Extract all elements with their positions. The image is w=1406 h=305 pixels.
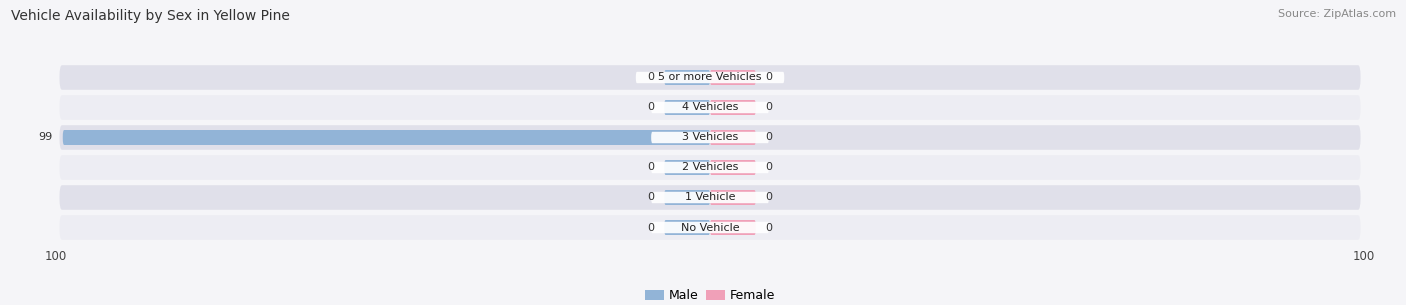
Text: Vehicle Availability by Sex in Yellow Pine: Vehicle Availability by Sex in Yellow Pi… bbox=[11, 9, 290, 23]
Text: 0: 0 bbox=[647, 163, 654, 173]
Text: 0: 0 bbox=[766, 223, 773, 232]
FancyBboxPatch shape bbox=[664, 160, 710, 175]
Text: 0: 0 bbox=[766, 73, 773, 82]
FancyBboxPatch shape bbox=[59, 155, 1361, 180]
FancyBboxPatch shape bbox=[710, 130, 756, 145]
Text: 0: 0 bbox=[647, 73, 654, 82]
FancyBboxPatch shape bbox=[636, 72, 785, 83]
Text: 0: 0 bbox=[766, 132, 773, 142]
FancyBboxPatch shape bbox=[664, 100, 710, 115]
Text: 0: 0 bbox=[766, 192, 773, 203]
Text: 0: 0 bbox=[766, 163, 773, 173]
FancyBboxPatch shape bbox=[59, 95, 1361, 120]
FancyBboxPatch shape bbox=[59, 215, 1361, 240]
FancyBboxPatch shape bbox=[651, 192, 769, 203]
FancyBboxPatch shape bbox=[710, 160, 756, 175]
Text: 2 Vehicles: 2 Vehicles bbox=[682, 163, 738, 173]
Text: 99: 99 bbox=[39, 132, 53, 142]
FancyBboxPatch shape bbox=[59, 65, 1361, 90]
Text: 1 Vehicle: 1 Vehicle bbox=[685, 192, 735, 203]
Legend: Male, Female: Male, Female bbox=[640, 284, 780, 305]
Text: 0: 0 bbox=[647, 192, 654, 203]
FancyBboxPatch shape bbox=[59, 125, 1361, 150]
Text: 4 Vehicles: 4 Vehicles bbox=[682, 102, 738, 113]
FancyBboxPatch shape bbox=[664, 220, 710, 235]
FancyBboxPatch shape bbox=[664, 190, 710, 205]
Text: 0: 0 bbox=[647, 102, 654, 113]
Text: No Vehicle: No Vehicle bbox=[681, 223, 740, 232]
FancyBboxPatch shape bbox=[63, 130, 710, 145]
Text: 0: 0 bbox=[766, 102, 773, 113]
FancyBboxPatch shape bbox=[59, 185, 1361, 210]
FancyBboxPatch shape bbox=[651, 162, 769, 173]
FancyBboxPatch shape bbox=[710, 70, 756, 85]
FancyBboxPatch shape bbox=[664, 70, 710, 85]
Text: 0: 0 bbox=[647, 223, 654, 232]
FancyBboxPatch shape bbox=[710, 190, 756, 205]
FancyBboxPatch shape bbox=[710, 220, 756, 235]
FancyBboxPatch shape bbox=[710, 100, 756, 115]
FancyBboxPatch shape bbox=[651, 222, 769, 233]
Text: Source: ZipAtlas.com: Source: ZipAtlas.com bbox=[1278, 9, 1396, 19]
Text: 5 or more Vehicles: 5 or more Vehicles bbox=[658, 73, 762, 82]
FancyBboxPatch shape bbox=[651, 102, 769, 113]
Text: 3 Vehicles: 3 Vehicles bbox=[682, 132, 738, 142]
FancyBboxPatch shape bbox=[651, 132, 769, 143]
